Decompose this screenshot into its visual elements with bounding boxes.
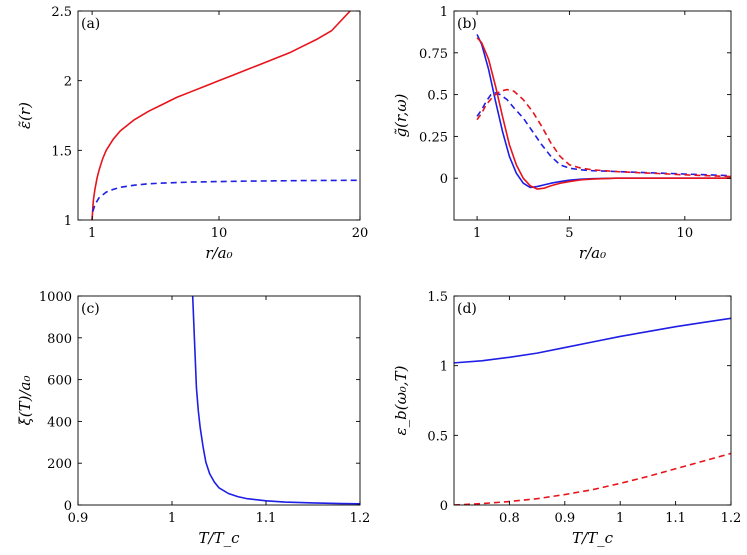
- series-line-red-solid: [476, 37, 731, 190]
- x-tick-label: 1.2: [350, 511, 371, 526]
- series-line-blue-solid: [476, 34, 731, 189]
- panel-3: 0.9 1 1.1 1.2 0 200 400 600 800 1000 T/T_c ξ(T)/a₀ (…: [16, 290, 370, 547]
- x-axis-label: T/T_c: [199, 529, 241, 547]
- y-tick-label: 0: [440, 172, 448, 187]
- panel-2: 1 5 10 0 0.25 0.5 0.75 1 r/a₀ g̃(r,ω) (b): [392, 5, 732, 262]
- y-tick-label: 1.5: [51, 144, 72, 159]
- y-tick-label: 1.5: [427, 290, 448, 305]
- x-tick-label: 0.9: [554, 511, 575, 526]
- series-line-dashed: [454, 452, 731, 505]
- x-tick-label: 1: [473, 226, 481, 241]
- series-line-solid: [454, 317, 731, 364]
- axes-frame: [77, 295, 361, 506]
- series-line-xi: [191, 296, 360, 505]
- axes-frame: [77, 10, 361, 221]
- y-tick-label: 2: [64, 75, 72, 90]
- panel-label: (c): [81, 301, 100, 317]
- x-axis-label: r/a₀: [579, 244, 606, 262]
- y-tick-label: 1: [64, 214, 72, 229]
- y-tick-label: 0: [440, 499, 448, 514]
- x-axis-label: T/T_c: [572, 529, 614, 547]
- y-tick-label: 0.5: [427, 89, 448, 104]
- x-tick-label: 1.1: [256, 511, 277, 526]
- panel-label: (b): [457, 16, 477, 32]
- x-tick-label: 1.1: [665, 511, 686, 526]
- panel-label: (a): [81, 16, 100, 32]
- x-tick-label: 1: [616, 511, 624, 526]
- y-axis-label: g̃(r,ω): [392, 93, 410, 137]
- y-tick-label: 0.5: [427, 429, 448, 444]
- y-tick-label: 1: [440, 5, 448, 20]
- x-tick-label: 0.9: [68, 511, 89, 526]
- y-tick-label: 1: [440, 360, 448, 375]
- series-line-solid: [91, 11, 351, 220]
- x-tick-label: 1: [168, 511, 176, 526]
- series-line-red-dashed: [476, 88, 731, 178]
- series-line-dashed: [92, 179, 360, 212]
- x-tick-label: 20: [352, 226, 369, 241]
- y-tick-label: 200: [47, 457, 72, 472]
- y-tick-label: 0.75: [419, 47, 448, 62]
- axes-frame: [453, 295, 732, 506]
- y-axis-label: ξ(T)/a₀: [16, 376, 34, 426]
- y-tick-label: 600: [47, 374, 72, 389]
- y-tick-label: 0: [64, 499, 72, 514]
- x-tick-label: 1: [88, 226, 96, 241]
- panel-4: 0.8 0.9 1 1.1 1.2 0 0.5 1 1.5 T/T_c ε_b(ω₀,T) (d): [392, 290, 741, 547]
- y-axis-label: ε_b(ω₀,T): [392, 365, 410, 435]
- x-tick-label: 10: [677, 226, 694, 241]
- y-tick-label: 0.25: [419, 130, 448, 145]
- x-tick-label: 1.2: [721, 511, 742, 526]
- x-tick-label: 5: [565, 226, 573, 241]
- panel-1: 1 10 20 1 1.5 2 2.5 r/a₀ ε̃(r) (a): [16, 5, 368, 262]
- y-tick-label: 800: [47, 332, 72, 347]
- x-tick-label: 10: [211, 226, 228, 241]
- y-axis-label: ε̃(r): [16, 102, 34, 129]
- x-axis-label: r/a₀: [205, 244, 232, 262]
- y-tick-label: 1000: [39, 290, 72, 305]
- panel-label: (d): [457, 301, 477, 317]
- x-tick-label: 0.8: [499, 511, 520, 526]
- axes-frame: [453, 10, 732, 221]
- y-tick-label: 2.5: [51, 5, 72, 20]
- y-tick-label: 400: [47, 415, 72, 430]
